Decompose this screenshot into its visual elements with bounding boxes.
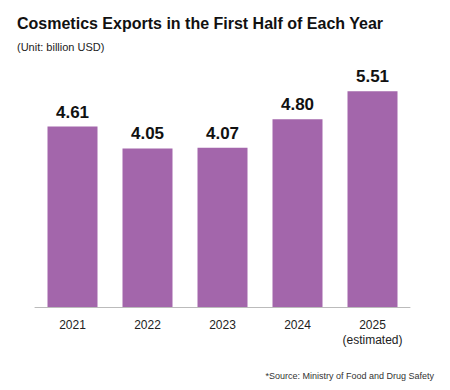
svg-text:2022: 2022: [134, 318, 161, 332]
svg-text:5.51: 5.51: [356, 67, 389, 86]
svg-text:2025: 2025: [359, 318, 386, 332]
svg-text:4.80: 4.80: [281, 95, 314, 114]
svg-text:2021: 2021: [59, 318, 86, 332]
svg-text:(estimated): (estimated): [342, 333, 402, 347]
svg-text:(Unit: billion USD): (Unit: billion USD): [17, 41, 104, 53]
svg-text:*Source: Ministry of Food and: *Source: Ministry of Food and Drug Safet…: [265, 371, 434, 381]
svg-text:4.07: 4.07: [206, 124, 239, 143]
svg-text:2023: 2023: [209, 318, 236, 332]
svg-text:Cosmetics Exports in the First: Cosmetics Exports in the First Half of E…: [17, 15, 383, 32]
svg-text:4.61: 4.61: [56, 103, 89, 122]
svg-text:4.05: 4.05: [131, 124, 164, 143]
svg-text:2024: 2024: [284, 318, 311, 332]
